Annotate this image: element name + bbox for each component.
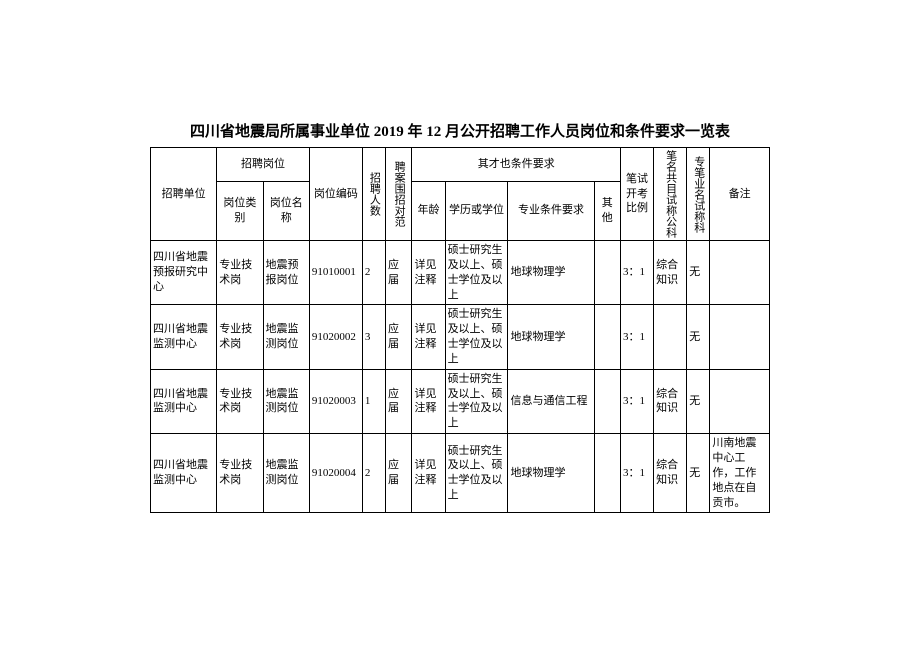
cell-code: 91020004 xyxy=(309,434,362,513)
cell-cat: 专业技术岗 xyxy=(217,305,263,369)
cell-edu: 硕士研究生及以上、硕士学位及以上 xyxy=(445,241,508,305)
cell-unit: 四川省地震监测中心 xyxy=(151,369,217,433)
cell-count: 3 xyxy=(362,305,385,369)
cell-scope: 应届 xyxy=(386,434,412,513)
cell-edu: 硕士研究生及以上、硕士学位及以上 xyxy=(445,434,508,513)
cell-edu: 硕士研究生及以上、硕士学位及以上 xyxy=(445,369,508,433)
h-post-group: 招聘岗位 xyxy=(217,148,310,182)
cell-subj xyxy=(654,305,687,369)
h-count: 招聘人数 xyxy=(362,148,385,241)
cell-prof: 地球物理学 xyxy=(508,305,594,369)
h-cat: 岗位类别 xyxy=(217,181,263,240)
table-body: 四川省地震预报研究中心专业技术岗地震预报岗位910100012应届详见注释硕士研… xyxy=(151,241,770,513)
h-edu: 学历或学位 xyxy=(445,181,508,240)
cell-ratio: 3：1 xyxy=(621,369,654,433)
cell-prof: 信息与通信工程 xyxy=(508,369,594,433)
cell-code: 91020002 xyxy=(309,305,362,369)
cell-unit: 四川省地震预报研究中心 xyxy=(151,241,217,305)
table-header: 招聘单位 招聘岗位 岗位编码 招聘人数 聘案围招对范 其才也条件要求 笔试开考比… xyxy=(151,148,770,241)
cell-subj: 综合知识 xyxy=(654,369,687,433)
table-row: 四川省地震监测中心专业技术岗地震监测岗位910200031应届详见注释硕士研究生… xyxy=(151,369,770,433)
cell-count: 2 xyxy=(362,241,385,305)
cell-age: 详见注释 xyxy=(412,241,445,305)
cell-pname: 地震监测岗位 xyxy=(263,434,309,513)
cell-pname: 地震预报岗位 xyxy=(263,241,309,305)
cell-other xyxy=(594,305,620,369)
cell-scope: 应届 xyxy=(386,241,412,305)
h-ratio: 笔试开考比例 xyxy=(621,148,654,241)
h-cond-group: 其才也条件要求 xyxy=(412,148,621,182)
h-unit: 招聘单位 xyxy=(151,148,217,241)
cell-age: 详见注释 xyxy=(412,434,445,513)
h-subj: 笔名共目试称公科 xyxy=(654,148,687,241)
cell-remark xyxy=(710,369,770,433)
h-other: 其他 xyxy=(594,181,620,240)
cell-unit: 四川省地震监测中心 xyxy=(151,305,217,369)
h-scope: 聘案围招对范 xyxy=(386,148,412,241)
cell-remark xyxy=(710,241,770,305)
page-title: 四川省地震局所属事业单位 2019 年 12 月公开招聘工作人员岗位和条件要求一… xyxy=(150,120,770,141)
cell-scope: 应届 xyxy=(386,369,412,433)
cell-ratio: 3：1 xyxy=(621,305,654,369)
table-row: 四川省地震监测中心专业技术岗地震监测岗位910200023应届详见注释硕士研究生… xyxy=(151,305,770,369)
cell-other xyxy=(594,434,620,513)
cell-unit: 四川省地震监测中心 xyxy=(151,434,217,513)
table-row: 四川省地震监测中心专业技术岗地震监测岗位910200042应届详见注释硕士研究生… xyxy=(151,434,770,513)
cell-other xyxy=(594,241,620,305)
cell-code: 91020003 xyxy=(309,369,362,433)
cell-ratio: 3：1 xyxy=(621,241,654,305)
cell-code: 91010001 xyxy=(309,241,362,305)
cell-prof: 地球物理学 xyxy=(508,241,594,305)
cell-cat: 专业技术岗 xyxy=(217,369,263,433)
cell-pname: 地震监测岗位 xyxy=(263,369,309,433)
h-pro: 专笔业名试称科 xyxy=(687,148,710,241)
cell-edu: 硕士研究生及以上、硕士学位及以上 xyxy=(445,305,508,369)
cell-pro: 无 xyxy=(687,434,710,513)
cell-cat: 专业技术岗 xyxy=(217,434,263,513)
cell-subj: 综合知识 xyxy=(654,434,687,513)
cell-count: 1 xyxy=(362,369,385,433)
table-row: 四川省地震预报研究中心专业技术岗地震预报岗位910100012应届详见注释硕士研… xyxy=(151,241,770,305)
cell-ratio: 3：1 xyxy=(621,434,654,513)
h-prof: 专业条件要求 xyxy=(508,181,594,240)
cell-count: 2 xyxy=(362,434,385,513)
cell-pname: 地震监测岗位 xyxy=(263,305,309,369)
cell-pro: 无 xyxy=(687,369,710,433)
cell-remark: 川南地震中心工作，工作地点在自贡市。 xyxy=(710,434,770,513)
cell-cat: 专业技术岗 xyxy=(217,241,263,305)
cell-pro: 无 xyxy=(687,241,710,305)
cell-pro: 无 xyxy=(687,305,710,369)
cell-age: 详见注释 xyxy=(412,369,445,433)
recruitment-table: 招聘单位 招聘岗位 岗位编码 招聘人数 聘案围招对范 其才也条件要求 笔试开考比… xyxy=(150,147,770,513)
cell-age: 详见注释 xyxy=(412,305,445,369)
h-pname: 岗位名称 xyxy=(263,181,309,240)
cell-other xyxy=(594,369,620,433)
cell-remark xyxy=(710,305,770,369)
cell-prof: 地球物理学 xyxy=(508,434,594,513)
cell-subj: 综合知识 xyxy=(654,241,687,305)
h-remark: 备注 xyxy=(710,148,770,241)
cell-scope: 应届 xyxy=(386,305,412,369)
h-code: 岗位编码 xyxy=(309,148,362,241)
h-age: 年龄 xyxy=(412,181,445,240)
